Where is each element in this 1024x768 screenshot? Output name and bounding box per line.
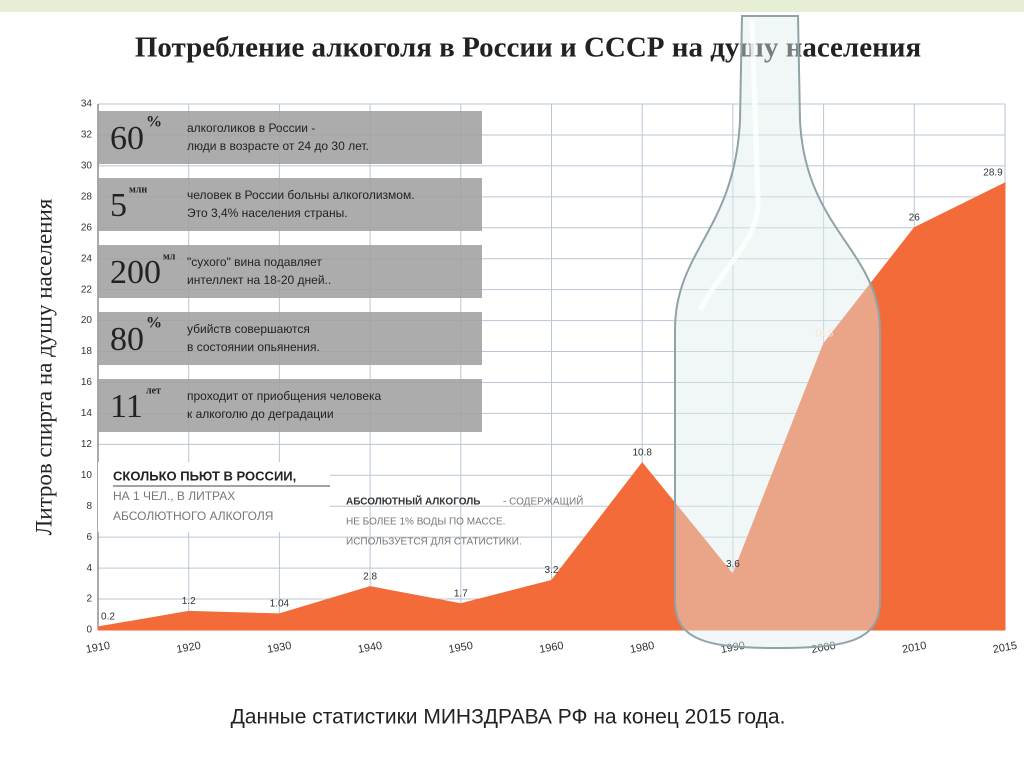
y-tick-label: 26 [81, 222, 93, 233]
fact-box [98, 312, 482, 365]
facts: 60% алкоголиков в России - люди в возрасте… [98, 111, 482, 432]
labels: 0.2 1.2 1.04 2.8 1.7 3.2 10.8 3.6 18.5 26 28.9 [101, 168, 1003, 623]
source-note: Данные статистики МИНЗДРАВА РФ на конец … [231, 706, 786, 729]
fact-text: "сухого" вина подавляет [187, 255, 322, 269]
x-tick-label: 1920 [176, 640, 202, 656]
area [97, 182, 1006, 631]
data-label: 1.7 [454, 588, 468, 599]
data-label: 0.2 [101, 612, 115, 623]
data-label: 26 [909, 212, 921, 223]
data-label: 1.2 [182, 596, 196, 607]
x-tick-label: 1980 [629, 640, 655, 656]
area-layer [97, 182, 1006, 631]
fact-number: 60 [110, 120, 144, 157]
data-label: 3.6 [726, 559, 740, 570]
fact-text: убийств совершаются [187, 322, 310, 336]
chart-title: Потребление алкоголя в России и СССР на … [135, 32, 921, 64]
x-tick-label: 2000 [810, 640, 836, 656]
y-tick-label: 34 [81, 99, 93, 110]
fact-number: 5 [110, 187, 127, 224]
note-text: НА 1 ЧЕЛ., В ЛИТРАХ [113, 489, 235, 503]
data-label: 18.5 [814, 328, 834, 339]
bottle [674, 15, 881, 650]
data-label: 10.8 [632, 448, 652, 459]
fact-unit: % [146, 315, 162, 332]
note-text: - СОДЕРЖАЩИЙ [503, 495, 583, 508]
y-tick-label: 32 [81, 130, 93, 141]
y-tick-label: 2 [86, 594, 92, 605]
fact-number: 11 [110, 388, 143, 425]
y-tick-label: 0 [86, 625, 92, 636]
notes: СКОЛЬКО ПЬЮТ В РОССИИ, НА 1 ЧЕЛ., В ЛИТРА… [98, 462, 583, 548]
y-tick-label: 22 [81, 284, 93, 295]
note-term: АБСОЛЮТНЫЙ АЛКОГОЛЬ [346, 495, 480, 508]
top-strip [0, 0, 1024, 12]
note-title: СКОЛЬКО ПЬЮТ В РОССИИ, [113, 468, 296, 483]
note-text: АБСОЛЮТНОГО АЛКОГОЛЯ [113, 509, 273, 523]
fact-text: алкоголиков в России - [187, 121, 315, 135]
y-tick-label: 24 [81, 253, 93, 264]
y-tick-label: 12 [81, 439, 93, 450]
x-tick-label: 2015 [992, 640, 1018, 656]
note-text: НЕ БОЛЕЕ 1% ВОДЫ ПО МАССЕ. [346, 517, 505, 528]
note-text: ИСПОЛЬЗУЕТСЯ ДЛЯ СТАТИСТИКИ. [346, 537, 522, 548]
fact-text: в состоянии опьянения. [187, 340, 320, 354]
y-tick-label: 8 [86, 501, 92, 512]
note-box [98, 462, 330, 532]
y-tick-label: 4 [86, 563, 92, 574]
fact-box [98, 111, 482, 164]
x-tick-label: 1950 [448, 640, 474, 656]
y-tick-label: 18 [81, 346, 93, 357]
data-label: 2.8 [363, 571, 377, 582]
fact-number: 80 [110, 321, 144, 358]
fact-number: 200 [110, 254, 161, 291]
fact-text: Это 3,4% населения страны. [187, 206, 348, 220]
fact-box [98, 245, 482, 298]
fact-unit: % [146, 114, 162, 131]
bottle-highlight [697, 19, 761, 312]
fact-text: человек в России больны алкоголизмом. [187, 188, 415, 202]
x-tick-label: 1930 [266, 640, 292, 656]
fact-unit: млн [129, 184, 147, 195]
fact-unit: лет [146, 385, 161, 396]
fact-box [98, 178, 482, 231]
y-tick-label: 28 [81, 191, 93, 202]
x-tick-label: 1960 [538, 640, 564, 656]
fact-text: проходит от приобщения человека [187, 389, 382, 403]
fact-box [98, 379, 482, 432]
y-tick-label: 10 [81, 470, 93, 481]
fact-unit: мл [163, 251, 176, 262]
x-tick-label: 1940 [357, 640, 383, 656]
fact-text: к алкоголю до деградации [187, 407, 334, 421]
y-tick-label: 16 [81, 377, 93, 388]
fact-text: люди в возрасте от 24 до 30 лет. [187, 139, 369, 153]
y-tick-label: 20 [81, 315, 93, 326]
y-tick-label: 14 [81, 408, 93, 419]
data-label: 28.9 [983, 168, 1003, 179]
x-tick-label: 2010 [901, 640, 927, 656]
fact-text: интеллект на 18-20 дней.. [187, 273, 331, 287]
y-tick-label: 30 [81, 161, 93, 172]
data-label: 3.2 [545, 565, 559, 576]
x-tick-label: 1990 [720, 640, 746, 656]
x-tick-label: 1910 [85, 640, 111, 656]
data-label: 1.04 [270, 599, 290, 610]
y-axis-label: Литров спирта на душу населения [31, 198, 56, 535]
y-tick-label: 6 [86, 532, 92, 543]
